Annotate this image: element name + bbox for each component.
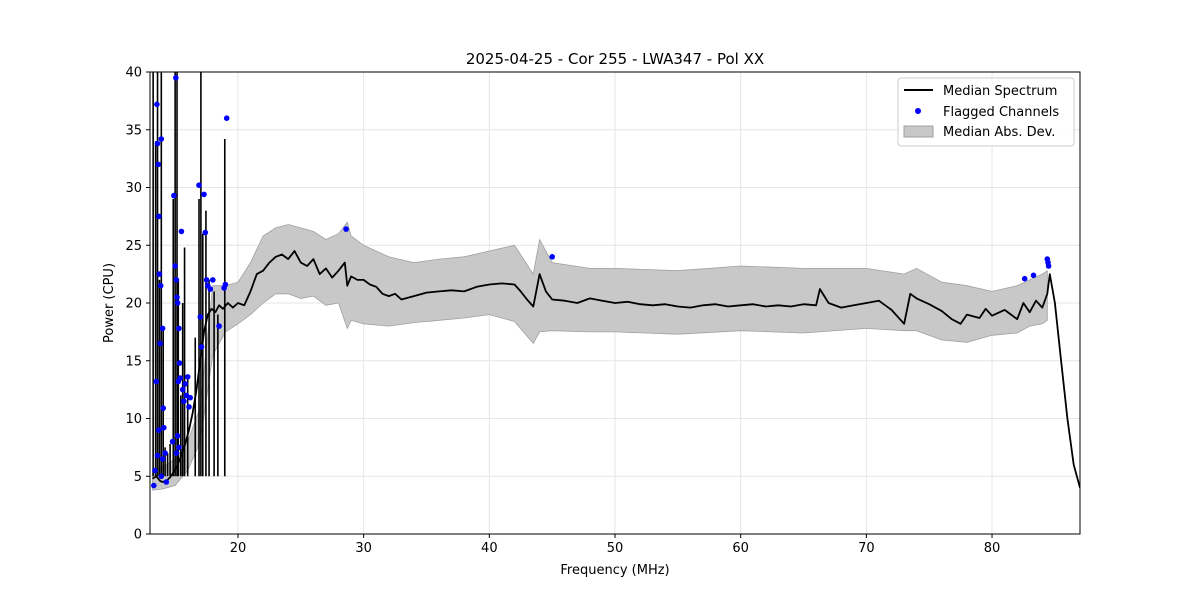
flagged-channel-point xyxy=(158,136,165,142)
flagged-channel-point xyxy=(154,452,161,459)
flagged-channel-point xyxy=(176,325,182,332)
mad-band xyxy=(152,221,1048,491)
flagged-channel-point xyxy=(169,438,176,445)
flagged-channel-point xyxy=(207,286,214,292)
flagged-channel-point xyxy=(153,378,160,385)
legend-label-median: Median Spectrum xyxy=(943,84,1057,99)
flagged-channel-point xyxy=(154,140,161,147)
flagged-channel-point xyxy=(222,281,229,288)
flagged-channel-point xyxy=(203,277,210,283)
flagged-channel-point xyxy=(1045,263,1052,269)
y-tick-label: 30 xyxy=(125,181,142,196)
flagged-channel-point xyxy=(171,192,177,199)
x-tick-label: 60 xyxy=(732,541,749,556)
flagged-channel-point xyxy=(156,271,163,277)
flagged-channel-point xyxy=(162,450,168,456)
flagged-channel-point xyxy=(182,381,188,387)
flagged-channel-point xyxy=(176,360,183,366)
x-axis-ticks: 20 30 40 50 60 70 80 xyxy=(230,534,1001,556)
flagged-channel-point xyxy=(155,161,161,168)
flagged-channel-point xyxy=(196,182,202,188)
x-tick-label: 80 xyxy=(984,541,1001,556)
flagged-channel-point xyxy=(186,404,192,410)
flagged-channel-point xyxy=(210,277,216,283)
chart-title: 2025-04-25 - Cor 255 - LWA347 - Pol XX xyxy=(466,50,764,68)
flagged-channel-point xyxy=(173,450,180,456)
flagged-channel-point xyxy=(174,433,181,439)
flagged-channel-point xyxy=(152,467,158,474)
y-tick-label: 5 xyxy=(134,470,142,485)
flagged-channel-point xyxy=(157,340,163,347)
flagged-channel-point xyxy=(154,101,160,108)
y-tick-label: 20 xyxy=(125,297,142,312)
x-tick-label: 30 xyxy=(355,541,372,556)
flagged-channel-point xyxy=(156,213,162,220)
flagged-channel-point xyxy=(216,323,222,329)
y-tick-label: 35 xyxy=(125,123,142,138)
flagged-channel-point xyxy=(343,226,349,232)
flagged-channel-point xyxy=(158,473,165,480)
y-tick-label: 15 xyxy=(125,354,142,369)
legend-label-mad: Median Abs. Dev. xyxy=(943,125,1055,140)
flagged-channel-point xyxy=(156,427,162,433)
legend-point-swatch xyxy=(915,108,921,114)
flagged-channel-point xyxy=(174,300,181,306)
flagged-channel-point xyxy=(549,253,555,260)
flagged-channel-point xyxy=(202,229,209,236)
y-tick-label: 25 xyxy=(125,239,142,254)
flagged-channel-point xyxy=(161,424,167,431)
flagged-channel-point xyxy=(198,344,205,350)
median-line-layer xyxy=(152,250,1080,489)
median-spectrum-line xyxy=(152,250,1080,489)
flagged-channel-point xyxy=(173,75,179,81)
flagged-channel-point xyxy=(173,277,180,283)
flagged-channel-point xyxy=(178,228,185,235)
flagged-channel-point xyxy=(174,294,180,301)
y-tick-label: 0 xyxy=(134,528,142,543)
flagged-channel-point xyxy=(159,456,166,462)
y-tick-label: 10 xyxy=(125,412,142,427)
x-tick-label: 70 xyxy=(858,541,875,556)
flagged-channel-point xyxy=(179,386,186,393)
flagged-channel-point xyxy=(184,374,191,380)
spike-layer xyxy=(152,72,226,477)
flagged-channel-point xyxy=(176,444,182,451)
y-axis-ticks: 0 5 10 15 20 25 30 35 40 xyxy=(125,66,150,543)
flagged-channel-point xyxy=(177,375,183,381)
x-tick-label: 20 xyxy=(230,541,247,556)
flagged-channel-point xyxy=(181,398,187,405)
flagged-channel-point xyxy=(187,394,193,401)
x-tick-label: 50 xyxy=(607,541,624,556)
flagged-channel-point xyxy=(159,325,166,332)
flagged-channel-point xyxy=(1030,272,1037,279)
flagged-channel-point xyxy=(172,263,178,269)
flagged-channel-point xyxy=(223,115,230,121)
flagged-channel-point xyxy=(163,479,170,485)
flagged-channel-point xyxy=(1021,275,1028,282)
x-tick-label: 40 xyxy=(481,541,498,556)
legend: Median Spectrum Flagged Channels Median … xyxy=(897,77,1075,147)
flagged-points-layer xyxy=(151,75,1052,489)
flagged-channel-point xyxy=(160,405,166,411)
legend-label-flagged: Flagged Channels xyxy=(943,105,1059,120)
legend-box xyxy=(897,77,1075,147)
flagged-channel-point xyxy=(197,314,204,320)
y-axis-label: Power (CPU) xyxy=(102,263,117,343)
y-tick-label: 40 xyxy=(125,66,142,81)
flagged-channel-point xyxy=(201,191,207,198)
mad-band-layer xyxy=(152,221,1048,491)
flagged-channel-point xyxy=(151,482,157,489)
legend-band-swatch xyxy=(903,125,934,138)
plot-area xyxy=(151,72,1080,491)
flagged-channel-point xyxy=(157,282,164,289)
x-axis-label: Frequency (MHz) xyxy=(560,563,669,578)
